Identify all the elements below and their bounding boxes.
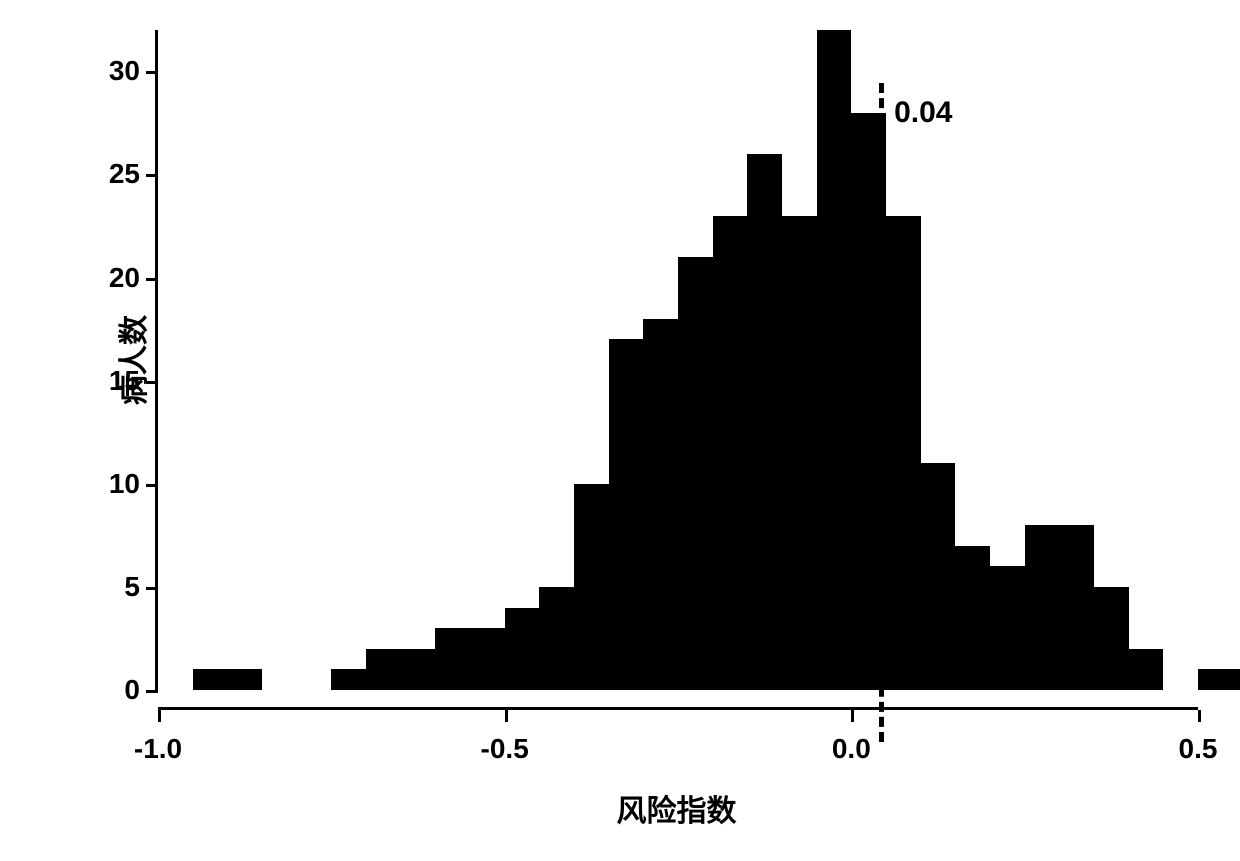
y-tick — [146, 174, 158, 177]
histogram-bar — [470, 628, 505, 690]
histogram-bar — [886, 216, 921, 690]
histogram-bar — [1233, 669, 1240, 690]
y-tick — [146, 587, 158, 590]
histogram-bar — [990, 566, 1025, 690]
x-tick-label: -1.0 — [134, 733, 182, 765]
y-tick — [146, 71, 158, 74]
reference-line-label: 0.04 — [894, 96, 952, 130]
histogram-bar — [366, 649, 401, 690]
histogram-bar — [1198, 669, 1233, 690]
histogram-bar — [782, 216, 817, 690]
histogram-bar — [1129, 649, 1164, 690]
histogram-bar — [955, 546, 990, 690]
histogram-bar — [435, 628, 470, 690]
x-tick — [158, 710, 161, 722]
plot-area: 病人数 风险指数 051015202530-1.0-0.50.00.50.04 — [155, 30, 1195, 690]
histogram-bar — [1094, 587, 1129, 690]
histogram-bar — [227, 669, 262, 690]
y-tick — [146, 484, 158, 487]
reference-line — [879, 83, 884, 742]
histogram-bar — [609, 339, 644, 690]
histogram-chart: 病人数 风险指数 051015202530-1.0-0.50.00.50.04 — [90, 20, 1210, 800]
histogram-bar — [1059, 525, 1094, 690]
x-tick-label: -0.5 — [481, 733, 529, 765]
y-tick — [146, 690, 158, 693]
x-tick-label: 0.5 — [1179, 733, 1218, 765]
histogram-bar — [747, 154, 782, 690]
histogram-bar — [643, 319, 678, 690]
histogram-bar — [331, 669, 366, 690]
y-tick — [146, 381, 158, 384]
y-tick-label: 15 — [109, 365, 140, 397]
histogram-bar — [505, 608, 540, 691]
x-tick — [505, 710, 508, 722]
y-tick-label: 0 — [124, 674, 140, 706]
y-tick-label: 20 — [109, 262, 140, 294]
histogram-bar — [1025, 525, 1060, 690]
y-tick-label: 30 — [109, 55, 140, 87]
histogram-bar — [713, 216, 748, 690]
histogram-bar — [921, 463, 956, 690]
y-tick — [146, 278, 158, 281]
histogram-bar — [574, 484, 609, 690]
histogram-bar — [193, 669, 228, 690]
histogram-bar — [401, 649, 436, 690]
x-axis-label: 风险指数 — [617, 786, 737, 830]
x-tick — [1198, 710, 1201, 722]
x-tick — [851, 710, 854, 722]
histogram-bar — [817, 30, 852, 690]
histogram-bar — [539, 587, 574, 690]
y-tick-label: 10 — [109, 468, 140, 500]
histogram-bar — [678, 257, 713, 690]
x-tick-label: 0.0 — [832, 733, 871, 765]
x-axis-line — [158, 707, 1198, 710]
y-tick-label: 25 — [109, 158, 140, 190]
y-tick-label: 5 — [124, 571, 140, 603]
